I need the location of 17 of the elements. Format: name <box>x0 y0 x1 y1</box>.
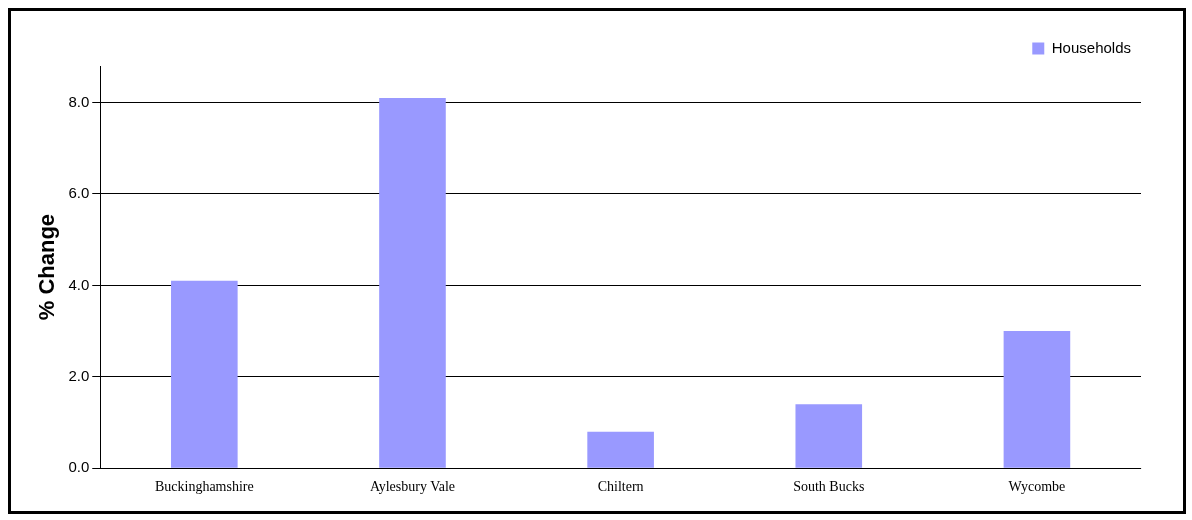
y-axis-title: % Change <box>34 213 60 321</box>
y-tick-label: 6.0 <box>68 184 90 202</box>
legend-label: Households <box>1051 38 1131 56</box>
y-tick-label: 4.0 <box>68 275 90 293</box>
bar <box>379 97 446 468</box>
bar <box>795 404 863 468</box>
x-tick-label: Aylesbury Vale <box>369 479 456 495</box>
y-tick-label: 0.0 <box>68 458 90 476</box>
x-tick-label: Chiltern <box>597 479 644 495</box>
bar <box>1003 331 1071 468</box>
y-tick-label: 8.0 <box>68 92 90 110</box>
x-tick-label: Wycombe <box>1008 479 1066 495</box>
bar <box>587 431 654 468</box>
x-tick-label: South Bucks <box>793 479 865 495</box>
y-tick-label: 2.0 <box>68 366 90 384</box>
bar <box>171 280 238 468</box>
x-tick-label: Buckinghamshire <box>154 479 254 495</box>
